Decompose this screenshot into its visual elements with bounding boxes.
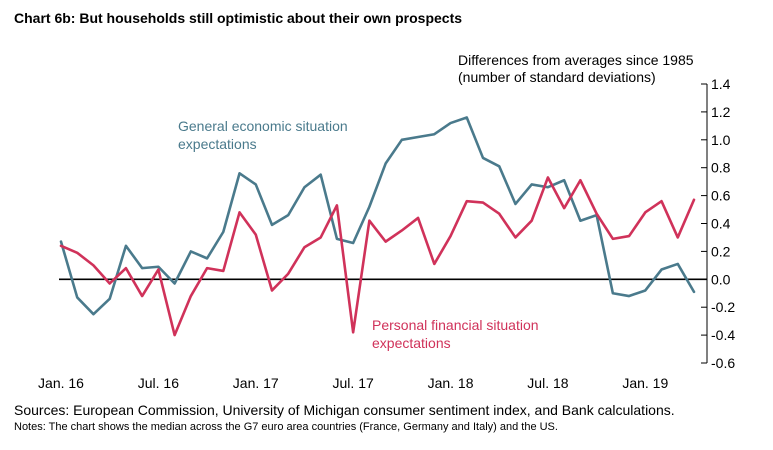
y-tick-label: 0.6 bbox=[711, 188, 731, 204]
y-tick-label: 0.0 bbox=[711, 271, 731, 287]
general-economic-series-line bbox=[59, 116, 696, 316]
personal-financial-series-line bbox=[59, 176, 696, 337]
x-tick-label: Jan. 18 bbox=[428, 375, 474, 391]
y-tick-label: 0.2 bbox=[711, 243, 731, 259]
axis-group: -0.6 -0.4 -0.2 0.0 0.2 0.4 0.6 0.8 1.0 1.2 1.4 Jan.… bbox=[38, 76, 735, 391]
y-tick-label: -0.6 bbox=[711, 355, 735, 371]
personal-financial-series-label: expectations bbox=[372, 335, 451, 351]
x-tick-label: Jul. 17 bbox=[333, 375, 374, 391]
x-tick-label: Jul. 16 bbox=[138, 375, 179, 391]
general-economic-series-label: General economic situation bbox=[178, 118, 348, 134]
x-tick-label: Jul. 18 bbox=[527, 375, 568, 391]
y-axis-units-line-2: (number of standard deviations) bbox=[458, 69, 656, 85]
y-tick-label: 1.0 bbox=[711, 132, 731, 148]
y-tick-label: 0.4 bbox=[711, 216, 731, 232]
y-tick-label: 1.2 bbox=[711, 104, 731, 120]
general-economic-series-label: expectations bbox=[178, 136, 257, 152]
y-tick-label: 1.4 bbox=[711, 76, 731, 92]
sources-text: Sources: European Commission, University… bbox=[14, 402, 675, 418]
chart-plot-area: -0.6 -0.4 -0.2 0.0 0.2 0.4 0.6 0.8 1.0 1.2 1.4 Jan.… bbox=[38, 76, 735, 391]
notes-text: Notes: The chart shows the median across… bbox=[14, 421, 558, 433]
y-tick-label: -0.2 bbox=[711, 299, 735, 315]
y-tick-label: -0.4 bbox=[711, 327, 735, 343]
x-tick-label: Jan. 19 bbox=[622, 375, 668, 391]
x-tick-label: Jan. 16 bbox=[38, 375, 84, 391]
personal-financial-series-label: Personal financial situation bbox=[372, 317, 539, 333]
x-tick-label: Jan. 17 bbox=[233, 375, 279, 391]
y-axis-units-line-1: Differences from averages since 1985 bbox=[458, 52, 694, 68]
series-label-group: General economic situation expectations Pe… bbox=[178, 118, 539, 351]
chart-title: Chart 6b: But households still optimisti… bbox=[14, 10, 463, 26]
series-group bbox=[59, 116, 696, 337]
y-tick-label: 0.8 bbox=[711, 160, 731, 176]
